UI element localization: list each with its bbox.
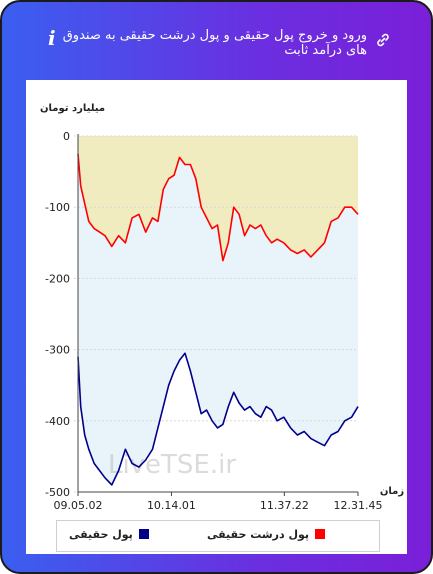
y-tick-label: -500 bbox=[45, 486, 70, 499]
link-icon[interactable] bbox=[375, 32, 391, 48]
legend-item-real[interactable]: پول حقیقی bbox=[69, 528, 149, 541]
x-axis-label: زمان bbox=[380, 486, 404, 497]
y-tick-label: 0 bbox=[63, 130, 70, 143]
area-fill-real bbox=[78, 153, 358, 485]
legend-swatch bbox=[138, 529, 149, 539]
legend-swatch bbox=[315, 529, 326, 539]
legend-label: پول درشت حقیقی bbox=[207, 528, 310, 541]
series-line-real bbox=[77, 352, 359, 486]
info-icon[interactable]: i bbox=[48, 26, 56, 50]
area-fill-big-real bbox=[78, 136, 358, 261]
chart-title: ورود و خروج پول حقیقی و پول درشت حقیقی ب… bbox=[62, 28, 367, 58]
watermark: LiveTSE.ir bbox=[108, 450, 236, 480]
y-tick-label: -300 bbox=[45, 344, 70, 357]
x-tick-label: 11.37.22 bbox=[260, 499, 309, 512]
x-tick-label: 10.14.01 bbox=[147, 499, 196, 512]
legend-label: پول حقیقی bbox=[69, 528, 133, 541]
legend: پول درشت حقیقی پول حقیقی bbox=[56, 520, 380, 552]
y-axis-label: میلیارد تومان bbox=[40, 103, 105, 114]
x-tick-label: 12.31.45 bbox=[334, 499, 383, 512]
series-line-big-real bbox=[77, 153, 359, 262]
x-tick-label: 09.05.02 bbox=[54, 499, 103, 512]
y-tick-label: -400 bbox=[45, 415, 70, 428]
y-tick-label: -200 bbox=[45, 272, 70, 285]
line-chart: میلیارد تومان LiveTSE.ir 0 -100 -200 -300 -4… bbox=[40, 103, 404, 512]
legend-item-big-real[interactable]: پول درشت حقیقی bbox=[207, 528, 326, 541]
chart-panel: میلیارد تومان LiveTSE.ir 0 -100 -200 -300 -4… bbox=[26, 80, 407, 554]
card-header: i ورود و خروج پول حقیقی و پول درشت حقیقی… bbox=[2, 2, 431, 80]
y-tick-label: -100 bbox=[45, 201, 70, 214]
